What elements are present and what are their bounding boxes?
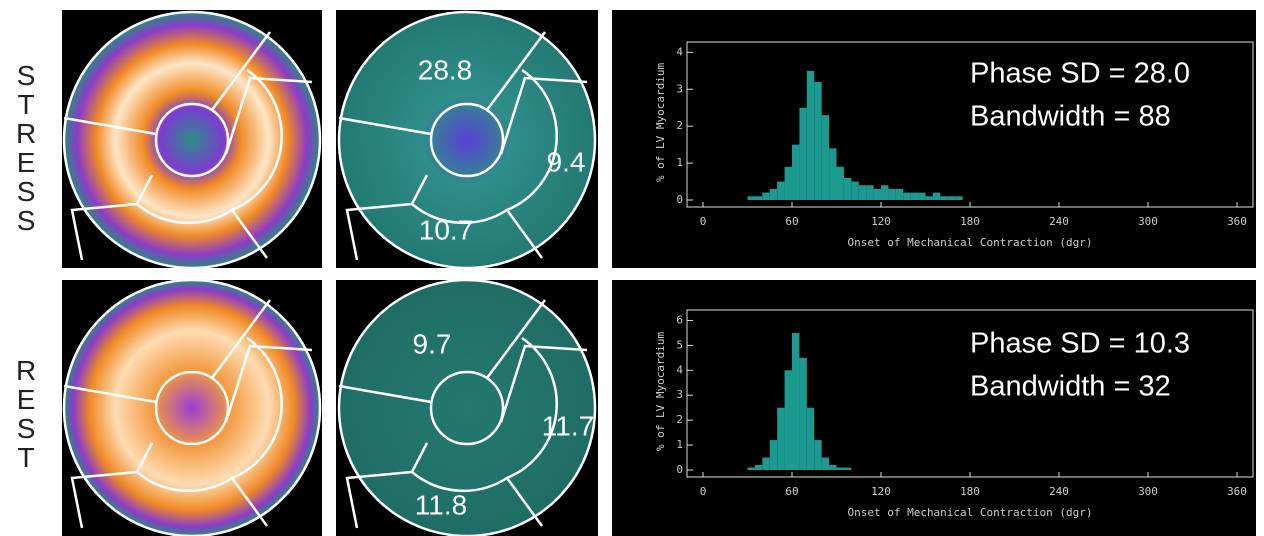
x-tick-label: 180 (960, 485, 980, 498)
histogram-bar (792, 333, 799, 470)
histogram-bar (770, 440, 777, 470)
x-tick-label: 300 (1138, 215, 1158, 228)
histogram-bar (874, 189, 881, 200)
histogram-bar (881, 185, 888, 200)
figure: STRESS REST 28.8 9.4 10.7 9.7 11.7 11.8 … (0, 0, 1264, 536)
histogram-bar (777, 408, 784, 470)
histogram-bar (896, 189, 903, 200)
histogram-bar (859, 185, 866, 200)
histogram-bar (844, 178, 851, 200)
histogram-bar (866, 185, 873, 200)
histogram-bar (851, 182, 858, 200)
y-tick-label: 1 (676, 156, 683, 169)
x-tick-label: 60 (785, 215, 798, 228)
y-tick-label: 0 (676, 463, 683, 476)
row-label: REST (11, 355, 42, 471)
histogram-bar (933, 193, 940, 200)
histogram-bar (755, 196, 762, 200)
histogram-bar (814, 82, 821, 200)
histogram-bar (844, 468, 851, 470)
y-tick-label: 5 (676, 338, 683, 351)
histogram-bar (785, 370, 792, 470)
histogram-bar (799, 358, 806, 470)
histogram-bar (822, 115, 829, 200)
y-tick-label: 1 (676, 438, 683, 451)
x-tick-label: 180 (960, 215, 980, 228)
annotation: Bandwidth = 32 (970, 371, 1171, 403)
polar-value: 11.8 (415, 489, 467, 520)
histogram-panel (612, 280, 1256, 536)
histogram-bar (807, 408, 814, 470)
y-tick-label: 3 (676, 388, 683, 401)
histogram-bar (940, 196, 947, 200)
annotation: Bandwidth = 88 (970, 101, 1171, 133)
x-tick-label: 0 (700, 485, 707, 498)
y-tick-label: 0 (676, 193, 683, 206)
x-tick-label: 120 (871, 215, 891, 228)
y-tick-label: 4 (676, 45, 683, 58)
x-axis-label: Onset of Mechanical Contraction (dgr) (847, 236, 1092, 249)
row-label: STRESS (11, 60, 42, 234)
polar-value: 9.7 (413, 328, 452, 359)
histogram-bar (955, 196, 962, 200)
polar-value: 11.7 (542, 410, 594, 441)
polar-value: 9.4 (547, 146, 586, 177)
x-tick-label: 360 (1227, 215, 1247, 228)
y-axis-label: % of LV Myocardium (654, 332, 667, 452)
histogram-bar (822, 458, 829, 470)
y-tick-label: 2 (676, 413, 683, 426)
histogram-bar (829, 148, 836, 200)
histogram-bar (814, 440, 821, 470)
x-tick-label: 240 (1049, 215, 1069, 228)
annotation: Phase SD = 28.0 (970, 58, 1190, 90)
histogram-bar (748, 196, 755, 200)
histogram-bar (799, 108, 806, 200)
histogram-bar (762, 193, 769, 200)
histogram-panel (612, 10, 1256, 268)
y-tick-label: 3 (676, 82, 683, 95)
histogram-bar (777, 182, 784, 200)
x-tick-label: 0 (700, 215, 707, 228)
x-tick-label: 300 (1138, 485, 1158, 498)
histogram-bar (762, 458, 769, 470)
polar-value: 28.8 (418, 54, 473, 85)
y-tick-label: 6 (676, 313, 683, 326)
histogram-bar (837, 167, 844, 200)
histogram-bar (837, 468, 844, 470)
histogram-bar (948, 196, 955, 200)
histogram-bar (903, 193, 910, 200)
histogram-bar (792, 145, 799, 200)
y-axis-label: % of LV Myocardium (654, 63, 667, 183)
histogram-bar (911, 193, 918, 200)
histogram-bar (770, 189, 777, 200)
x-tick-label: 120 (871, 485, 891, 498)
annotation: Phase SD = 10.3 (970, 328, 1190, 360)
histogram-bar (807, 71, 814, 200)
polar-value: 10.7 (419, 214, 474, 245)
histogram-bar (785, 167, 792, 200)
histogram-bar (829, 465, 836, 470)
x-axis-label: Onset of Mechanical Contraction (dgr) (847, 506, 1092, 519)
histogram-bar (755, 465, 762, 470)
histogram-bar (918, 193, 925, 200)
y-tick-label: 2 (676, 119, 683, 132)
x-tick-label: 60 (785, 485, 798, 498)
y-tick-label: 4 (676, 363, 683, 376)
histogram-bar (888, 189, 895, 200)
histogram-bar (926, 196, 933, 200)
histogram-bar (748, 468, 755, 470)
x-tick-label: 240 (1049, 485, 1069, 498)
x-tick-label: 360 (1227, 485, 1247, 498)
